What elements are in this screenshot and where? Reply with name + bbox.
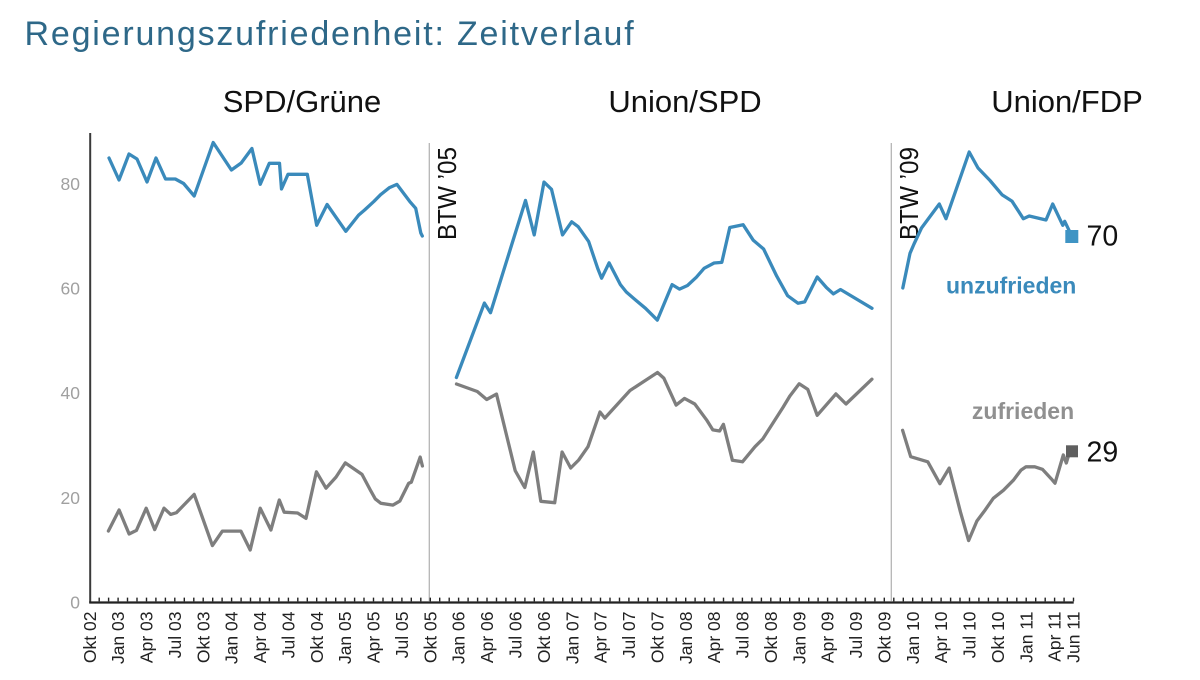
svg-text:Jan 09: Jan 09 [789, 612, 809, 665]
svg-text:Apr 11: Apr 11 [1045, 612, 1065, 662]
svg-text:Apr 07: Apr 07 [591, 612, 611, 664]
svg-text:zufrieden: zufrieden [972, 398, 1074, 424]
svg-text:Okt 05: Okt 05 [420, 612, 440, 664]
svg-text:Okt 10: Okt 10 [988, 611, 1008, 663]
svg-text:40: 40 [61, 383, 81, 403]
svg-text:Okt 04: Okt 04 [307, 611, 327, 663]
svg-text:Jun 11: Jun 11 [1064, 612, 1084, 663]
svg-text:SPD/Grüne: SPD/Grüne [223, 84, 382, 119]
svg-text:Jan 05: Jan 05 [335, 612, 355, 665]
svg-text:Union/SPD: Union/SPD [608, 84, 761, 119]
svg-text:Okt 09: Okt 09 [874, 612, 894, 664]
svg-text:Okt 06: Okt 06 [534, 612, 554, 664]
svg-text:0: 0 [70, 592, 80, 612]
svg-text:BTW ’09: BTW ’09 [894, 147, 924, 240]
svg-text:Apr 10: Apr 10 [931, 611, 951, 663]
svg-text:Jul 03: Jul 03 [165, 612, 185, 659]
svg-text:BTW ’05: BTW ’05 [432, 147, 462, 240]
svg-text:Apr 04: Apr 04 [250, 611, 270, 663]
svg-text:Jan 08: Jan 08 [676, 612, 696, 665]
svg-text:Jul 04: Jul 04 [279, 611, 299, 658]
svg-text:unzufrieden: unzufrieden [946, 273, 1076, 299]
svg-text:Union/FDP: Union/FDP [991, 84, 1143, 119]
svg-text:70: 70 [1087, 221, 1119, 253]
svg-text:Jul 10: Jul 10 [960, 611, 980, 658]
svg-text:Jan 04: Jan 04 [222, 611, 242, 664]
svg-text:Apr 06: Apr 06 [477, 612, 497, 664]
svg-text:Okt 02: Okt 02 [80, 612, 100, 664]
svg-text:Okt 07: Okt 07 [647, 612, 667, 664]
svg-text:20: 20 [61, 488, 81, 508]
svg-text:60: 60 [61, 278, 81, 298]
svg-text:Jan 03: Jan 03 [108, 612, 128, 665]
svg-text:Jul 07: Jul 07 [619, 612, 639, 659]
svg-text:Okt 08: Okt 08 [761, 612, 781, 664]
svg-text:Okt 03: Okt 03 [193, 612, 213, 664]
svg-text:80: 80 [61, 174, 81, 194]
svg-text:Apr 08: Apr 08 [704, 612, 724, 664]
svg-text:Jan 07: Jan 07 [562, 612, 582, 665]
svg-text:29: 29 [1087, 437, 1119, 469]
svg-text:Apr 05: Apr 05 [364, 612, 384, 664]
svg-text:Jul 08: Jul 08 [733, 612, 753, 659]
svg-text:Jul 06: Jul 06 [506, 612, 526, 659]
svg-text:Jan 06: Jan 06 [449, 612, 469, 665]
svg-text:Regierungszufriedenheit: Zeitv: Regierungszufriedenheit: Zeitverlauf [25, 15, 636, 53]
svg-text:Apr 03: Apr 03 [137, 612, 157, 664]
svg-text:Jan 11: Jan 11 [1016, 612, 1036, 663]
svg-text:Jul 09: Jul 09 [846, 612, 866, 659]
svg-text:Apr 09: Apr 09 [818, 612, 838, 664]
svg-text:Jan 10: Jan 10 [903, 611, 923, 664]
svg-text:Jul 05: Jul 05 [392, 612, 412, 659]
